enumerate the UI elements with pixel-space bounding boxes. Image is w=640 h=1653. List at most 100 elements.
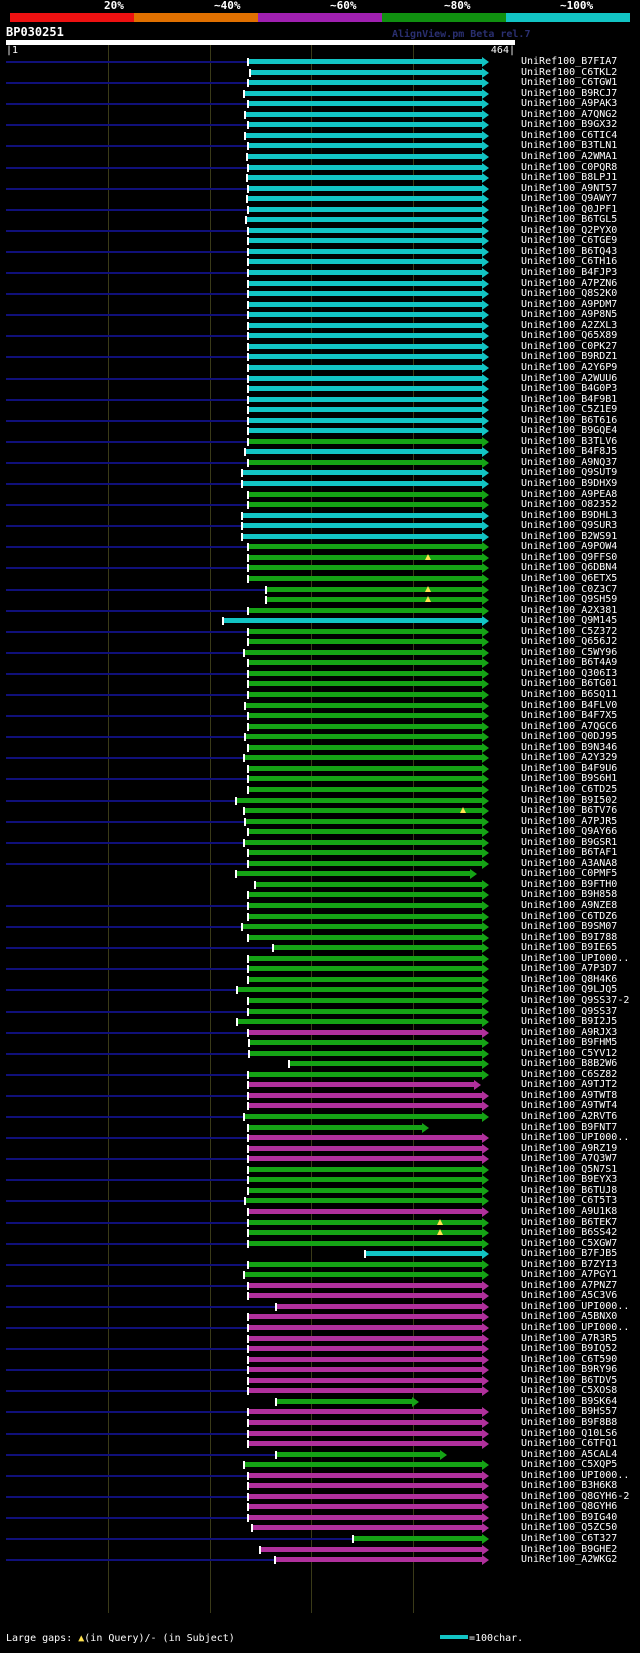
hit-sequence-label[interactable]: UniRef100_A7PGY1: [521, 1269, 618, 1281]
hsp-bar[interactable]: [249, 554, 482, 560]
hit-row[interactable]: UniRef100_C6T327: [0, 1533, 640, 1544]
hit-row[interactable]: UniRef100_B6TUJ8: [0, 1185, 640, 1196]
hit-row[interactable]: UniRef100_C5Z372: [0, 625, 640, 637]
hit-row[interactable]: UniRef100_Q0JPF1: [0, 204, 640, 215]
hit-row[interactable]: UniRef100_B6SS42: [0, 1227, 640, 1239]
hsp-bar[interactable]: [249, 1367, 482, 1373]
hsp-bar[interactable]: [249, 713, 482, 719]
hit-sequence-label[interactable]: UniRef100_A9TWT4: [521, 1100, 618, 1112]
hsp-bar[interactable]: [249, 1166, 482, 1172]
hit-row[interactable]: UniRef100_B7FIA7: [0, 56, 640, 67]
hit-row[interactable]: UniRef100_A5C3V6: [0, 1290, 640, 1302]
hit-sequence-label[interactable]: UniRef100_B3TLN1: [521, 140, 618, 152]
hsp-bar[interactable]: [249, 59, 482, 64]
hit-sequence-label[interactable]: UniRef100_A2WUU6: [521, 372, 618, 384]
hsp-bar[interactable]: [249, 459, 482, 465]
hit-row[interactable]: UniRef100_A2RVT6: [0, 1111, 640, 1122]
hit-sequence-label[interactable]: UniRef100_Q9AWY7: [521, 193, 618, 205]
hsp-bar[interactable]: [249, 1187, 482, 1193]
hit-sequence-label[interactable]: UniRef100_B9FNT7: [521, 1121, 618, 1133]
hit-sequence-label[interactable]: UniRef100_Q9M145: [521, 615, 618, 627]
hsp-bar[interactable]: [249, 1029, 482, 1035]
hsp-bar[interactable]: [245, 649, 482, 655]
hit-sequence-label[interactable]: UniRef100_B3TLV6: [521, 435, 618, 447]
hsp-bar[interactable]: [249, 259, 482, 265]
hit-row[interactable]: UniRef100_A2Y6P9: [0, 362, 640, 373]
hit-sequence-label[interactable]: UniRef100_Q9FFS0: [521, 551, 618, 563]
hsp-bar[interactable]: [238, 1019, 482, 1025]
hit-row[interactable]: UniRef100_B9FNT7: [0, 1121, 640, 1133]
hit-row[interactable]: UniRef100_C5XQP5: [0, 1459, 640, 1471]
hsp-bar[interactable]: [249, 565, 482, 571]
hsp-bar[interactable]: [249, 354, 482, 360]
hsp-bar[interactable]: [249, 417, 482, 423]
hsp-bar[interactable]: [249, 80, 482, 86]
hit-sequence-label[interactable]: UniRef100_Q5ZC50: [521, 1522, 618, 1534]
hit-row[interactable]: UniRef100_C6TGW1: [0, 77, 640, 89]
hit-row[interactable]: UniRef100_Q6ETX5: [0, 573, 640, 584]
hsp-bar[interactable]: [245, 1114, 482, 1119]
hit-sequence-label[interactable]: UniRef100_B4F9B1: [521, 393, 618, 405]
hsp-bar[interactable]: [246, 449, 482, 455]
hit-sequence-label[interactable]: UniRef100_B9RCJ7: [521, 87, 618, 99]
hit-row[interactable]: UniRef100_A9PEA8: [0, 489, 640, 500]
hit-sequence-label[interactable]: UniRef100_B9I502: [521, 794, 618, 806]
hsp-bar[interactable]: [276, 1557, 482, 1563]
hit-sequence-label[interactable]: UniRef100_A2WKG2: [521, 1554, 618, 1566]
hit-row[interactable]: UniRef100_Q5N7S1: [0, 1164, 640, 1175]
hsp-bar[interactable]: [249, 502, 482, 508]
hsp-bar[interactable]: [247, 217, 482, 223]
hit-sequence-label[interactable]: UniRef100_B4F7X5: [521, 710, 618, 722]
hit-sequence-label[interactable]: UniRef100_A5CAL4: [521, 1448, 618, 1460]
hit-sequence-label[interactable]: UniRef100_B9H858: [521, 889, 618, 901]
hsp-bar[interactable]: [249, 206, 482, 212]
hit-row[interactable]: UniRef100_B4FLV0: [0, 700, 640, 711]
hsp-bar[interactable]: [246, 132, 482, 138]
hit-sequence-label[interactable]: UniRef100_Q9SH59: [521, 594, 618, 606]
hsp-bar[interactable]: [249, 1483, 482, 1489]
hit-sequence-label[interactable]: UniRef100_Q9SS37: [521, 1005, 618, 1017]
hit-sequence-label[interactable]: UniRef100_B9GX32: [521, 119, 618, 131]
hit-sequence-label[interactable]: UniRef100_C6TFQ1: [521, 1438, 618, 1450]
hit-row[interactable]: UniRef100_A7QGC6: [0, 721, 640, 732]
hit-sequence-label[interactable]: UniRef100_Q306I3: [521, 667, 618, 679]
hit-row[interactable]: UniRef100_Q10LS6: [0, 1428, 640, 1439]
hsp-bar[interactable]: [249, 850, 482, 856]
hsp-bar[interactable]: [246, 111, 482, 117]
hit-sequence-label[interactable]: UniRef100_C0Z3C7: [521, 583, 618, 595]
hit-sequence-label[interactable]: UniRef100_B9RDZ1: [521, 351, 618, 363]
hit-sequence-label[interactable]: UniRef100_C5Z372: [521, 625, 618, 637]
hit-row[interactable]: UniRef100_B9GX32: [0, 119, 640, 131]
hit-sequence-label[interactable]: UniRef100_B9IQ52: [521, 1343, 618, 1355]
hit-row[interactable]: UniRef100_A2WMA1: [0, 151, 640, 162]
hit-row[interactable]: UniRef100_A9NQ37: [0, 456, 640, 468]
hsp-bar[interactable]: [248, 196, 482, 202]
hit-row[interactable]: UniRef100_A9U1K8: [0, 1206, 640, 1217]
hit-sequence-label[interactable]: UniRef100_Q9SUT9: [521, 467, 618, 479]
hsp-bar[interactable]: [249, 248, 482, 254]
hit-sequence-label[interactable]: UniRef100_A9TJT2: [521, 1079, 618, 1091]
hit-sequence-label[interactable]: UniRef100_Q6DBN4: [521, 562, 618, 574]
hit-row[interactable]: UniRef100_Q8GYH6: [0, 1501, 640, 1513]
hit-row[interactable]: UniRef100_B9EYX3: [0, 1174, 640, 1186]
hit-sequence-label[interactable]: UniRef100_A9NQ37: [521, 456, 618, 468]
hit-row[interactable]: UniRef100_Q9AY66: [0, 826, 640, 838]
hsp-bar[interactable]: [243, 924, 482, 930]
hit-row[interactable]: UniRef100_C6TH16: [0, 256, 640, 268]
hsp-bar[interactable]: [245, 755, 482, 761]
hit-row[interactable]: UniRef100_B9GHE2: [0, 1544, 640, 1555]
hit-row[interactable]: UniRef100_B9IQ52: [0, 1343, 640, 1355]
hit-row[interactable]: UniRef100_A9RZ19: [0, 1143, 640, 1154]
hit-sequence-label[interactable]: UniRef100_A9PAK3: [521, 98, 618, 110]
hit-row[interactable]: UniRef100_B9IE65: [0, 942, 640, 954]
hit-row[interactable]: UniRef100_UPI000..: [0, 1322, 640, 1333]
hsp-bar[interactable]: [249, 544, 482, 550]
hsp-bar[interactable]: [249, 428, 482, 434]
hit-row[interactable]: UniRef100_A7Q3W7: [0, 1153, 640, 1165]
hit-row[interactable]: UniRef100_B9FHM5: [0, 1037, 640, 1049]
hit-row[interactable]: UniRef100_A3ANA8: [0, 858, 640, 869]
hit-row[interactable]: UniRef100_Q5ZC50: [0, 1522, 640, 1534]
hsp-bar[interactable]: [243, 512, 482, 518]
hit-row[interactable]: UniRef100_A2X381: [0, 605, 640, 616]
hit-sequence-label[interactable]: UniRef100_B6T4A9: [521, 657, 618, 669]
